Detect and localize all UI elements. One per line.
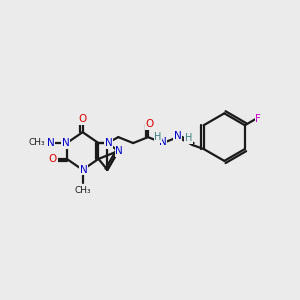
Text: CH₃: CH₃ — [74, 186, 91, 195]
Text: O: O — [49, 154, 57, 164]
Text: N: N — [80, 165, 88, 175]
Text: O: O — [146, 119, 154, 129]
Text: O: O — [79, 114, 87, 124]
Text: N: N — [62, 138, 70, 148]
Text: N: N — [116, 146, 123, 156]
Text: H: H — [185, 133, 192, 143]
Text: N: N — [174, 131, 182, 141]
Text: N: N — [159, 137, 167, 147]
Text: F: F — [255, 114, 261, 124]
Text: H: H — [154, 132, 162, 142]
Text: CH₃: CH₃ — [28, 138, 45, 147]
Text: N: N — [47, 138, 55, 148]
Text: N: N — [104, 138, 112, 148]
